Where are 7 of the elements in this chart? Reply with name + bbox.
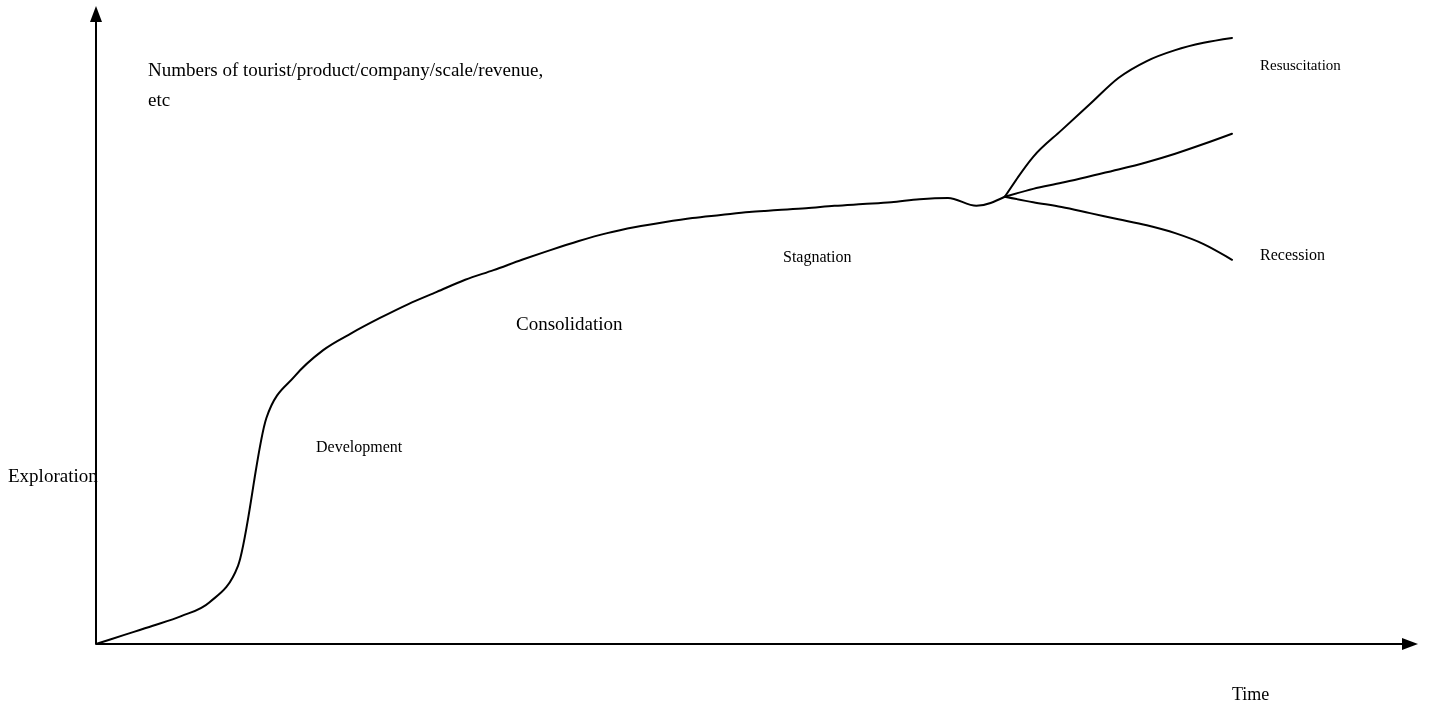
annotation: Consolidation: [516, 313, 624, 334]
annotation: Stagnation: [783, 248, 852, 266]
series-label: Recession: [1260, 245, 1325, 263]
annotation: Development: [316, 438, 403, 456]
x-axis-title: Time: [1232, 684, 1270, 704]
y-axis-title: Numbers of tourist/product/company/scale/revenue, etc: [148, 59, 544, 110]
text: Resuscitation: [1260, 57, 1342, 73]
